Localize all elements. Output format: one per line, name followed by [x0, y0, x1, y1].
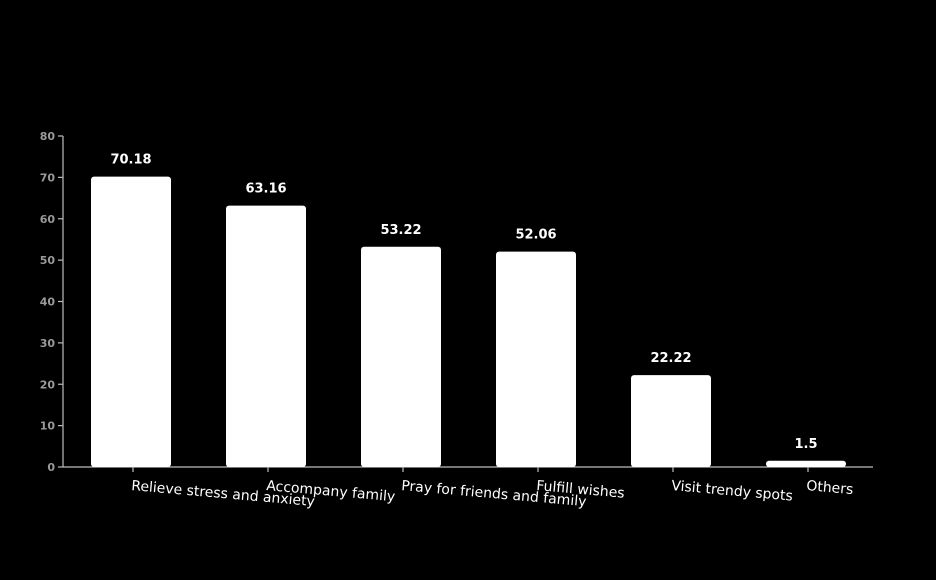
- data-label: 52.06: [515, 228, 556, 243]
- data-label: 22.22: [650, 351, 691, 366]
- y-tick-label: 30: [40, 337, 56, 350]
- bar: [496, 251, 576, 467]
- bar: [766, 460, 846, 467]
- data-label: 70.18: [110, 153, 151, 168]
- x-tick-label: Others: [806, 478, 854, 498]
- data-label: 53.22: [380, 223, 421, 238]
- y-tick-label: 10: [40, 420, 56, 433]
- x-axis: [63, 466, 873, 472]
- y-tick-label: 40: [40, 296, 56, 309]
- y-tick-label: 50: [40, 254, 56, 267]
- bar: [631, 375, 711, 467]
- y-tick-label: 80: [40, 130, 56, 143]
- data-label: 1.5: [794, 437, 817, 452]
- y-tick-label: 20: [40, 378, 56, 391]
- x-tick-label: Visit trendy spots: [671, 478, 794, 505]
- value-labels: 70.18 63.16 53.22 52.06 22.22 1.5: [110, 153, 817, 452]
- y-tick-label: 0: [47, 461, 55, 474]
- bars: [91, 176, 846, 467]
- y-tick-label: 70: [40, 171, 56, 184]
- bar: [226, 205, 306, 467]
- y-axis: 0 10 20 30 40 50 60 70 80: [40, 130, 64, 474]
- bar: [91, 176, 171, 467]
- bar: [361, 246, 441, 467]
- data-label: 63.16: [245, 182, 286, 197]
- x-tick-label: Fulfill wishes: [536, 478, 626, 502]
- y-tick-label: 60: [40, 213, 56, 226]
